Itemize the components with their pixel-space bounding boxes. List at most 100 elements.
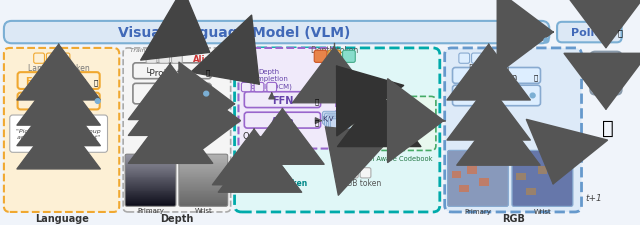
Bar <box>125 171 176 172</box>
Text: "Pick up the alphabet soup
and place it in the basket": "Pick up the alphabet soup and place it … <box>16 129 101 140</box>
Bar <box>179 187 228 188</box>
Bar <box>179 165 228 166</box>
FancyBboxPatch shape <box>244 92 321 108</box>
Bar <box>179 194 228 195</box>
Text: 🔥: 🔥 <box>314 98 319 105</box>
Bar <box>179 185 228 186</box>
Circle shape <box>376 141 382 146</box>
FancyBboxPatch shape <box>328 51 340 63</box>
Text: RGB token: RGB token <box>342 178 381 187</box>
Bar <box>179 199 228 200</box>
Bar <box>125 176 176 177</box>
Bar <box>125 160 176 161</box>
FancyBboxPatch shape <box>4 22 549 44</box>
Bar <box>179 162 228 163</box>
FancyBboxPatch shape <box>335 168 346 178</box>
Circle shape <box>367 137 372 142</box>
Circle shape <box>364 118 369 124</box>
Text: ViT: ViT <box>479 91 494 101</box>
FancyBboxPatch shape <box>244 113 321 128</box>
FancyBboxPatch shape <box>348 168 358 178</box>
Bar <box>179 202 228 203</box>
Bar <box>125 154 176 155</box>
Circle shape <box>373 129 380 135</box>
Bar <box>526 188 536 195</box>
Text: └Projection: └Projection <box>467 71 518 82</box>
FancyBboxPatch shape <box>17 93 100 110</box>
Bar <box>125 198 176 199</box>
Bar <box>125 172 176 173</box>
Bar <box>125 185 176 186</box>
FancyBboxPatch shape <box>459 54 470 64</box>
Bar <box>125 165 176 166</box>
Bar <box>179 201 228 202</box>
FancyBboxPatch shape <box>445 49 582 212</box>
Circle shape <box>363 121 369 127</box>
Bar <box>125 184 176 185</box>
Bar <box>179 195 228 196</box>
FancyBboxPatch shape <box>512 151 573 207</box>
Circle shape <box>356 125 362 130</box>
FancyBboxPatch shape <box>452 86 540 106</box>
Bar <box>125 197 176 198</box>
FancyBboxPatch shape <box>159 54 170 64</box>
FancyBboxPatch shape <box>590 52 621 95</box>
FancyBboxPatch shape <box>417 117 428 125</box>
Text: Action: Action <box>586 69 626 79</box>
Bar <box>125 204 176 205</box>
Text: ViT: ViT <box>159 89 173 99</box>
Text: 🔥: 🔥 <box>93 79 98 86</box>
Circle shape <box>204 92 209 97</box>
Bar <box>125 202 176 203</box>
Text: Policy: Policy <box>571 28 608 38</box>
Bar <box>125 200 176 201</box>
Text: Language: Language <box>35 214 88 223</box>
Text: Align: Align <box>193 54 218 63</box>
Circle shape <box>380 136 386 142</box>
FancyBboxPatch shape <box>235 49 440 212</box>
Text: Attn: Attn <box>271 116 294 126</box>
Bar <box>460 185 469 193</box>
FancyBboxPatch shape <box>123 49 230 212</box>
Bar <box>179 160 228 161</box>
Bar <box>179 182 228 183</box>
Bar <box>179 158 228 159</box>
Bar <box>179 154 228 155</box>
Bar <box>179 190 228 191</box>
Bar <box>125 182 176 183</box>
Bar <box>447 151 508 207</box>
Bar <box>125 193 176 194</box>
Bar <box>125 168 176 169</box>
Text: Wrist: Wrist <box>534 208 551 214</box>
Text: 🔥: 🔥 <box>206 70 211 76</box>
Bar <box>179 191 228 193</box>
Bar <box>125 201 176 202</box>
Bar <box>179 157 228 158</box>
Bar <box>125 188 176 189</box>
Bar <box>125 157 176 158</box>
Bar <box>125 167 176 168</box>
Bar <box>125 186 176 187</box>
Circle shape <box>544 39 548 44</box>
Bar <box>125 194 176 195</box>
Circle shape <box>530 94 535 98</box>
Text: Depth: Depth <box>160 214 193 223</box>
Bar <box>179 192 228 194</box>
FancyBboxPatch shape <box>133 84 211 104</box>
Text: RGB token: RGB token <box>468 64 509 73</box>
FancyBboxPatch shape <box>17 73 100 90</box>
Bar <box>179 156 228 157</box>
Text: 🔥: 🔥 <box>534 74 538 81</box>
Bar <box>125 181 176 182</box>
FancyBboxPatch shape <box>350 97 436 151</box>
Bar <box>125 170 176 171</box>
FancyBboxPatch shape <box>314 51 327 63</box>
Bar <box>125 187 176 188</box>
Bar <box>125 183 176 184</box>
Bar <box>125 191 176 192</box>
FancyBboxPatch shape <box>253 168 264 178</box>
FancyBboxPatch shape <box>267 83 276 92</box>
Bar <box>179 197 228 198</box>
Bar <box>179 184 228 185</box>
Bar <box>179 188 228 189</box>
